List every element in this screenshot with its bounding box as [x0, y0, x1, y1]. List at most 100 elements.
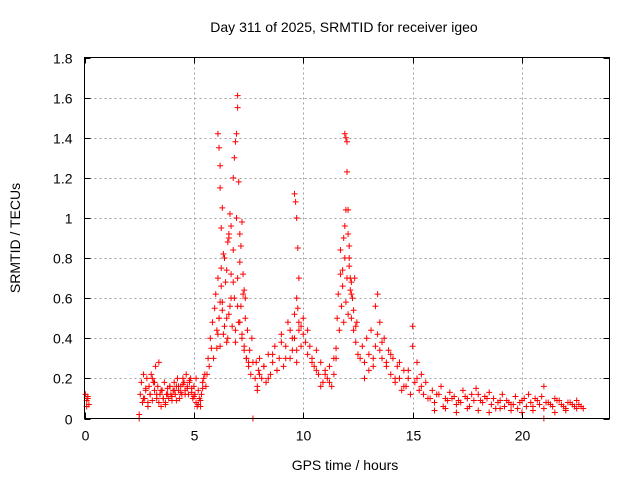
grid-lines	[84, 57, 610, 419]
data-point	[240, 291, 247, 298]
data-point	[199, 385, 206, 392]
data-point	[330, 355, 337, 362]
data-point	[333, 345, 340, 352]
data-point	[223, 339, 230, 346]
data-point	[198, 391, 205, 398]
data-point	[414, 359, 420, 366]
data-point	[169, 393, 175, 400]
data-point	[429, 387, 436, 394]
data-point	[387, 351, 394, 358]
data-point	[247, 371, 254, 378]
data-point	[161, 379, 168, 386]
data-point	[186, 377, 193, 384]
data-point	[155, 359, 162, 366]
data-point	[219, 307, 226, 314]
data-point	[300, 315, 307, 322]
data-point	[218, 265, 225, 272]
data-point	[468, 391, 475, 398]
data-point	[346, 255, 353, 262]
data-point	[352, 323, 359, 330]
data-point	[217, 184, 224, 191]
data-point	[337, 247, 344, 254]
data-point	[400, 383, 407, 390]
data-point	[326, 379, 333, 386]
data-point	[214, 275, 221, 282]
data-point	[218, 283, 225, 290]
data-point	[422, 379, 429, 386]
data-point	[490, 395, 497, 402]
data-point	[255, 367, 262, 374]
data-point	[344, 138, 350, 145]
data-point	[184, 385, 191, 392]
x-tick-label: 0	[82, 428, 90, 444]
data-point	[176, 395, 183, 402]
data-point	[223, 315, 230, 322]
data-point	[224, 239, 231, 246]
data-point	[525, 391, 532, 398]
data-point	[392, 375, 399, 382]
data-point	[172, 391, 179, 398]
data-point	[291, 190, 298, 197]
data-point	[353, 319, 360, 326]
data-point	[234, 275, 241, 282]
data-point	[453, 401, 460, 408]
data-point	[265, 375, 272, 382]
data-point	[234, 303, 241, 310]
data-point	[346, 243, 353, 250]
data-point	[551, 409, 558, 416]
data-point	[464, 395, 471, 402]
data-point	[306, 343, 313, 350]
data-point	[379, 339, 385, 346]
data-point	[236, 230, 243, 237]
data-point	[345, 230, 352, 237]
data-point	[213, 327, 220, 334]
data-point	[345, 206, 352, 213]
x-tick-label: 20	[515, 428, 531, 444]
data-point	[293, 214, 300, 221]
data-point	[405, 375, 412, 382]
data-point	[282, 355, 289, 362]
data-point	[183, 371, 190, 378]
data-point	[199, 379, 206, 386]
data-point	[354, 351, 361, 358]
data-point	[195, 401, 202, 408]
data-point	[217, 162, 224, 169]
data-point	[370, 355, 377, 362]
data-point	[220, 251, 227, 258]
data-point	[560, 403, 567, 410]
data-point	[298, 323, 305, 330]
y-tick-label: 1.2	[53, 171, 73, 187]
data-point	[446, 389, 453, 396]
data-point	[317, 383, 324, 390]
data-point	[508, 401, 515, 408]
data-point	[365, 351, 372, 358]
data-point	[361, 375, 368, 382]
data-point	[158, 403, 165, 410]
data-point	[313, 347, 320, 354]
data-point	[562, 407, 569, 414]
data-point	[508, 407, 515, 414]
data-point	[232, 327, 239, 334]
data-point	[274, 367, 280, 374]
data-point	[368, 327, 375, 334]
data-point	[363, 335, 370, 342]
x-tick-label: 15	[406, 428, 422, 444]
data-point	[344, 168, 350, 175]
data-point	[501, 403, 508, 410]
data-point	[164, 391, 171, 398]
data-point	[165, 395, 172, 402]
data-point	[534, 397, 541, 404]
data-point	[258, 375, 265, 382]
data-point	[260, 363, 267, 370]
data-point	[182, 391, 189, 398]
data-point	[407, 391, 414, 398]
data-point	[459, 387, 466, 394]
data-point	[497, 405, 504, 412]
data-point	[236, 259, 243, 266]
data-point	[488, 401, 495, 408]
data-point	[540, 405, 547, 412]
data-point	[442, 395, 449, 402]
data-point	[211, 305, 218, 312]
data-point	[342, 299, 349, 306]
data-point	[188, 389, 195, 396]
